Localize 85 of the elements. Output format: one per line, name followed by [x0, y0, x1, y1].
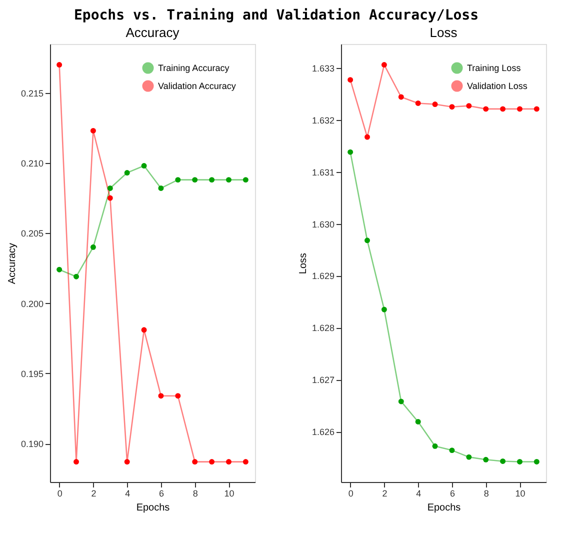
point: [158, 393, 164, 399]
point: [348, 149, 354, 155]
x-tick-label: 4: [125, 488, 130, 498]
point: [381, 62, 387, 68]
point: [432, 102, 438, 108]
y-tick-label: 0.215: [20, 88, 44, 98]
x-tick-label: 10: [515, 488, 526, 498]
legend-label: Training Accuracy: [158, 63, 230, 73]
point: [534, 459, 540, 464]
point: [141, 327, 147, 333]
point: [107, 195, 113, 201]
point: [226, 459, 232, 465]
y-tick-label: 0.205: [20, 228, 44, 239]
x-tick-label: 10: [224, 488, 234, 498]
x-tick-label: 8: [192, 488, 198, 498]
y-tick-label: 1.633: [312, 63, 334, 74]
point: [500, 458, 506, 464]
point: [192, 459, 198, 465]
point: [517, 106, 522, 112]
legend-label: Training Loss: [467, 63, 522, 73]
point: [192, 177, 198, 183]
text: Epochs vs. Training and Validation Accuracy/Loss: [74, 8, 479, 24]
point: [432, 443, 438, 449]
x-tick-label: 0: [348, 488, 354, 498]
point: [348, 77, 354, 83]
point: [141, 163, 147, 169]
point: [242, 177, 248, 183]
point: [158, 185, 164, 191]
x-tick-label: 6: [450, 488, 455, 498]
point: [175, 177, 181, 183]
point: [415, 100, 421, 106]
point: [90, 128, 96, 134]
point: [226, 177, 232, 183]
chart-title: Accuracy: [126, 25, 180, 40]
point: [381, 306, 387, 312]
y-tick-label: 0.200: [20, 298, 44, 309]
x-tick-label: 2: [382, 488, 388, 498]
point: [90, 244, 96, 250]
y-tick-label: 1.632: [312, 115, 334, 126]
point: [398, 398, 404, 404]
y-tick-label: 1.626: [312, 427, 334, 438]
point: [500, 106, 506, 112]
point: [74, 459, 79, 465]
point: [74, 274, 79, 280]
y-axis-title: Accuracy: [6, 242, 18, 284]
point: [449, 104, 455, 110]
point: [209, 459, 215, 465]
legend-label: Validation Accuracy: [158, 81, 236, 91]
point: [449, 448, 455, 454]
x-axis-title: Epochs: [427, 502, 461, 514]
chart-title: Loss: [430, 25, 458, 40]
point: [209, 177, 215, 183]
y-tick-label: 1.627: [312, 375, 334, 386]
point: [398, 94, 404, 100]
point: [364, 238, 370, 244]
x-tick-label: 6: [158, 488, 164, 498]
x-tick-label: 4: [416, 488, 422, 498]
y-tick-label: 1.630: [312, 219, 334, 230]
x-axis-title: Epochs: [136, 502, 170, 514]
y-tick-label: 0.190: [20, 439, 44, 450]
point: [175, 393, 181, 399]
x-tick-label: 8: [484, 488, 489, 498]
point: [56, 266, 62, 272]
point: [534, 106, 540, 112]
point: [466, 103, 472, 109]
point: [124, 459, 130, 465]
point: [517, 459, 522, 464]
y-tick-label: 0.195: [20, 368, 44, 379]
point: [466, 454, 472, 460]
legend-label: Validation Loss: [467, 81, 528, 91]
point: [56, 62, 62, 68]
point: [124, 170, 130, 176]
y-tick-label: 1.628: [312, 323, 334, 334]
y-tick-label: 1.631: [312, 167, 334, 178]
point: [415, 418, 421, 424]
x-tick-label: 2: [91, 488, 96, 498]
point: [483, 106, 489, 112]
point: [364, 134, 370, 140]
point: [242, 459, 248, 465]
y-tick-label: 0.210: [20, 158, 44, 168]
y-tick-label: 1.629: [312, 271, 334, 282]
point: [107, 185, 113, 191]
y-axis-title: Loss: [298, 252, 309, 274]
x-tick-label: 0: [57, 488, 62, 498]
point: [483, 456, 489, 462]
